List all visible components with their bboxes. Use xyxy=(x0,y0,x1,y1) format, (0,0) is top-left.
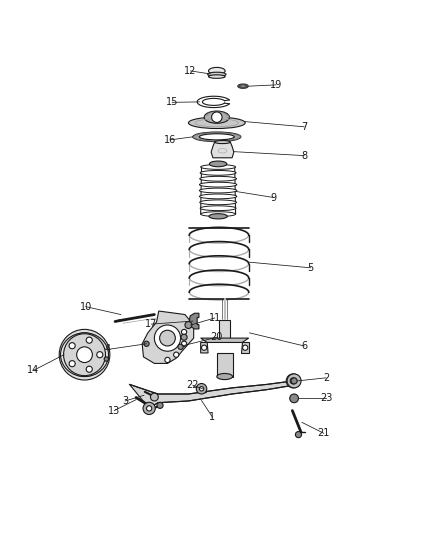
Polygon shape xyxy=(241,343,249,353)
Text: 7: 7 xyxy=(301,122,307,132)
Circle shape xyxy=(196,384,207,394)
Text: 8: 8 xyxy=(301,151,307,160)
Ellipse shape xyxy=(209,161,227,167)
Circle shape xyxy=(178,344,183,350)
Ellipse shape xyxy=(208,67,225,75)
Text: 10: 10 xyxy=(80,302,92,312)
Text: 1: 1 xyxy=(209,412,215,422)
Circle shape xyxy=(154,325,180,351)
Circle shape xyxy=(104,357,109,361)
Ellipse shape xyxy=(200,171,236,175)
Text: 17: 17 xyxy=(145,319,158,329)
Ellipse shape xyxy=(60,333,109,376)
Ellipse shape xyxy=(199,182,237,187)
Circle shape xyxy=(64,334,106,376)
Text: 22: 22 xyxy=(187,380,199,390)
Circle shape xyxy=(86,366,92,372)
Ellipse shape xyxy=(200,206,236,211)
Circle shape xyxy=(86,337,92,343)
Circle shape xyxy=(143,402,155,415)
Circle shape xyxy=(150,393,158,401)
Polygon shape xyxy=(130,381,293,408)
Polygon shape xyxy=(217,353,233,376)
Ellipse shape xyxy=(199,194,237,199)
Circle shape xyxy=(201,345,207,350)
Ellipse shape xyxy=(240,85,246,87)
Circle shape xyxy=(181,329,187,335)
Polygon shape xyxy=(189,313,199,329)
Text: 13: 13 xyxy=(108,406,120,416)
Ellipse shape xyxy=(200,176,237,181)
Circle shape xyxy=(290,378,296,384)
Circle shape xyxy=(243,345,248,350)
Polygon shape xyxy=(219,320,230,341)
Polygon shape xyxy=(201,338,249,343)
Ellipse shape xyxy=(193,132,241,142)
Circle shape xyxy=(212,112,222,123)
Circle shape xyxy=(147,406,152,411)
Circle shape xyxy=(181,341,187,346)
Polygon shape xyxy=(142,311,194,364)
Text: 3: 3 xyxy=(122,396,128,406)
Circle shape xyxy=(69,343,75,349)
Text: 6: 6 xyxy=(301,341,307,351)
Polygon shape xyxy=(201,343,208,353)
Circle shape xyxy=(59,329,110,380)
Text: 11: 11 xyxy=(208,313,221,323)
Circle shape xyxy=(157,402,163,408)
Text: 12: 12 xyxy=(184,66,197,76)
Circle shape xyxy=(159,330,175,346)
Ellipse shape xyxy=(215,141,230,143)
Ellipse shape xyxy=(199,188,237,193)
Text: 4: 4 xyxy=(105,344,111,354)
Text: 19: 19 xyxy=(270,80,282,90)
Circle shape xyxy=(185,321,192,328)
Ellipse shape xyxy=(238,84,248,88)
Text: 2: 2 xyxy=(323,373,329,383)
Ellipse shape xyxy=(201,165,236,169)
Ellipse shape xyxy=(204,111,230,123)
Ellipse shape xyxy=(188,117,245,128)
Circle shape xyxy=(165,357,170,362)
Ellipse shape xyxy=(209,214,227,219)
Circle shape xyxy=(77,347,92,362)
Text: 20: 20 xyxy=(211,332,223,342)
Circle shape xyxy=(295,432,301,438)
Circle shape xyxy=(181,334,187,340)
Text: 16: 16 xyxy=(164,135,176,145)
Ellipse shape xyxy=(200,200,237,205)
Text: 21: 21 xyxy=(318,429,330,438)
Text: 14: 14 xyxy=(27,366,39,375)
Circle shape xyxy=(97,352,103,358)
Text: 23: 23 xyxy=(320,393,332,403)
Text: 9: 9 xyxy=(271,192,277,203)
Circle shape xyxy=(290,394,298,403)
Ellipse shape xyxy=(208,75,225,78)
Polygon shape xyxy=(211,142,234,158)
Circle shape xyxy=(173,352,179,357)
Ellipse shape xyxy=(217,374,233,379)
Circle shape xyxy=(287,374,301,388)
Text: 5: 5 xyxy=(307,263,314,273)
Ellipse shape xyxy=(201,212,236,216)
Circle shape xyxy=(199,386,204,391)
Text: 15: 15 xyxy=(166,98,178,107)
Circle shape xyxy=(291,378,297,384)
Circle shape xyxy=(144,341,149,346)
Circle shape xyxy=(286,374,300,388)
Circle shape xyxy=(63,333,106,376)
Ellipse shape xyxy=(199,134,234,140)
Ellipse shape xyxy=(208,72,226,77)
Circle shape xyxy=(69,361,75,367)
